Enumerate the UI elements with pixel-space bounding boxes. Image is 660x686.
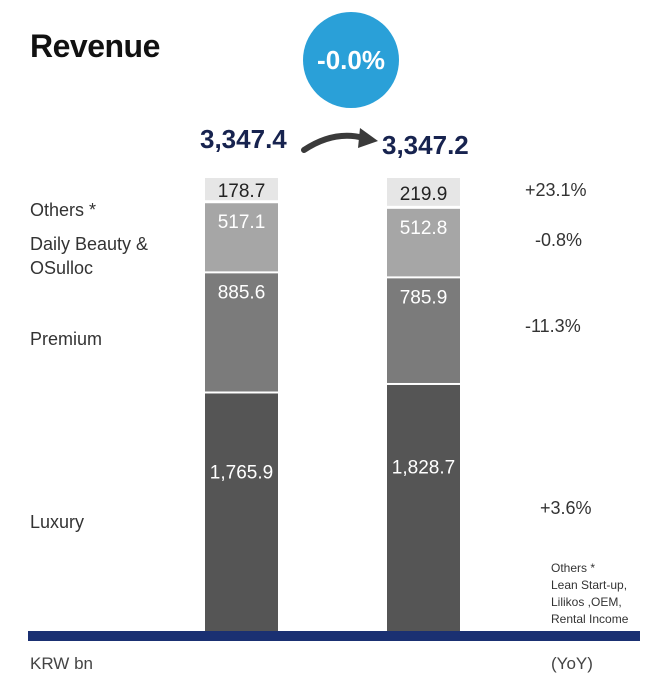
footnote: Others * Lean Start-up, Lilikos ,OEM, Re… bbox=[551, 560, 628, 628]
change-badge-value: -0.0% bbox=[317, 44, 385, 75]
series-label-premium: Premium bbox=[30, 329, 103, 349]
footnote-line: Rental Income bbox=[551, 612, 629, 626]
bar-segment-left-0 bbox=[205, 393, 278, 631]
bar-segment-right-0 bbox=[387, 384, 460, 631]
footnote-line: Others * bbox=[551, 561, 596, 575]
yoy-premium: -11.3% bbox=[525, 316, 581, 336]
bar-segment-right-3 bbox=[387, 178, 460, 206]
series-label-luxury: Luxury bbox=[30, 512, 85, 532]
bar-segment-left-2 bbox=[205, 203, 278, 272]
series-label-others: Others * bbox=[30, 200, 97, 220]
unit-label: KRW bn bbox=[30, 654, 93, 673]
bar-value-label: 1,828.7 bbox=[392, 457, 455, 478]
total-label-right: 3,347.2 bbox=[382, 130, 469, 160]
bar-segment-left-1 bbox=[205, 273, 278, 392]
bar-segment-right-1 bbox=[387, 278, 460, 383]
bar-value-label: 785.9 bbox=[400, 287, 448, 308]
series-label-daily-beauty-line1: Daily Beauty & bbox=[30, 234, 149, 254]
arrow-right-icon bbox=[301, 128, 378, 153]
yoy-daily-beauty: -0.8% bbox=[535, 230, 583, 250]
bar-value-label: 219.9 bbox=[400, 184, 448, 205]
yoy-luxury: +3.6% bbox=[540, 498, 592, 518]
bar-segment-left-3 bbox=[205, 178, 278, 201]
change-badge: -0.0% bbox=[303, 12, 399, 108]
series-label-daily-beauty: Daily Beauty & OSulloc bbox=[30, 232, 148, 280]
total-label-left: 3,347.4 bbox=[200, 124, 287, 154]
baseline-bar bbox=[28, 631, 640, 641]
footnote-line: Lean Start-up, bbox=[551, 578, 628, 592]
yoy-header: (YoY) bbox=[551, 654, 593, 673]
bar-value-label: 517.1 bbox=[218, 212, 266, 233]
bar-value-label: 885.6 bbox=[218, 282, 266, 303]
bar-value-label: 1,765.9 bbox=[210, 463, 273, 484]
bar-value-label: 512.8 bbox=[400, 218, 448, 239]
series-label-daily-beauty-line2: OSulloc bbox=[30, 258, 94, 278]
footnote-line: Lilikos ,OEM, bbox=[551, 595, 622, 609]
chart-title: Revenue bbox=[30, 28, 160, 64]
bar-segment-right-2 bbox=[387, 208, 460, 277]
yoy-others: +23.1% bbox=[525, 180, 587, 200]
bar-value-label: 178.7 bbox=[218, 181, 266, 202]
